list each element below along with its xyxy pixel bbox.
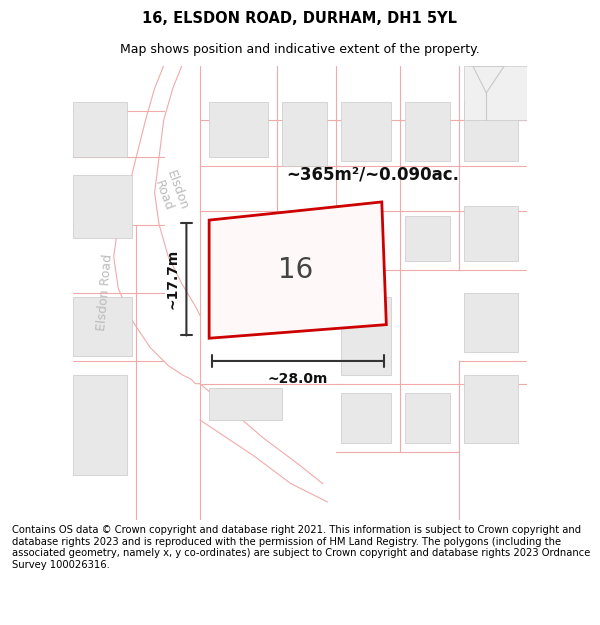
Bar [341, 102, 391, 161]
Text: Elsdon
Road: Elsdon Road [150, 169, 191, 217]
Text: ~28.0m: ~28.0m [268, 372, 328, 386]
Text: ~365m²/~0.090ac.: ~365m²/~0.090ac. [286, 166, 460, 184]
Text: Contains OS data © Crown copyright and database right 2021. This information is : Contains OS data © Crown copyright and d… [12, 525, 590, 570]
Bar [73, 374, 127, 474]
Bar [73, 174, 132, 238]
Bar [404, 102, 450, 161]
Bar [464, 206, 518, 261]
Polygon shape [209, 202, 386, 338]
Bar [73, 102, 127, 156]
Text: 16, ELSDON ROAD, DURHAM, DH1 5YL: 16, ELSDON ROAD, DURHAM, DH1 5YL [143, 11, 458, 26]
Bar [282, 102, 327, 166]
Text: Elsdon Road: Elsdon Road [95, 254, 115, 332]
Text: 16: 16 [278, 256, 313, 284]
Bar [209, 388, 282, 420]
Polygon shape [464, 66, 527, 120]
Bar [464, 292, 518, 352]
Bar [341, 392, 391, 442]
Bar [341, 298, 391, 374]
Text: ~17.7m: ~17.7m [166, 249, 179, 309]
Bar [464, 102, 518, 161]
Bar [404, 216, 450, 261]
Bar [209, 102, 268, 156]
Bar [73, 298, 132, 356]
Bar [464, 374, 518, 442]
Bar [404, 392, 450, 442]
Text: Map shows position and indicative extent of the property.: Map shows position and indicative extent… [120, 42, 480, 56]
